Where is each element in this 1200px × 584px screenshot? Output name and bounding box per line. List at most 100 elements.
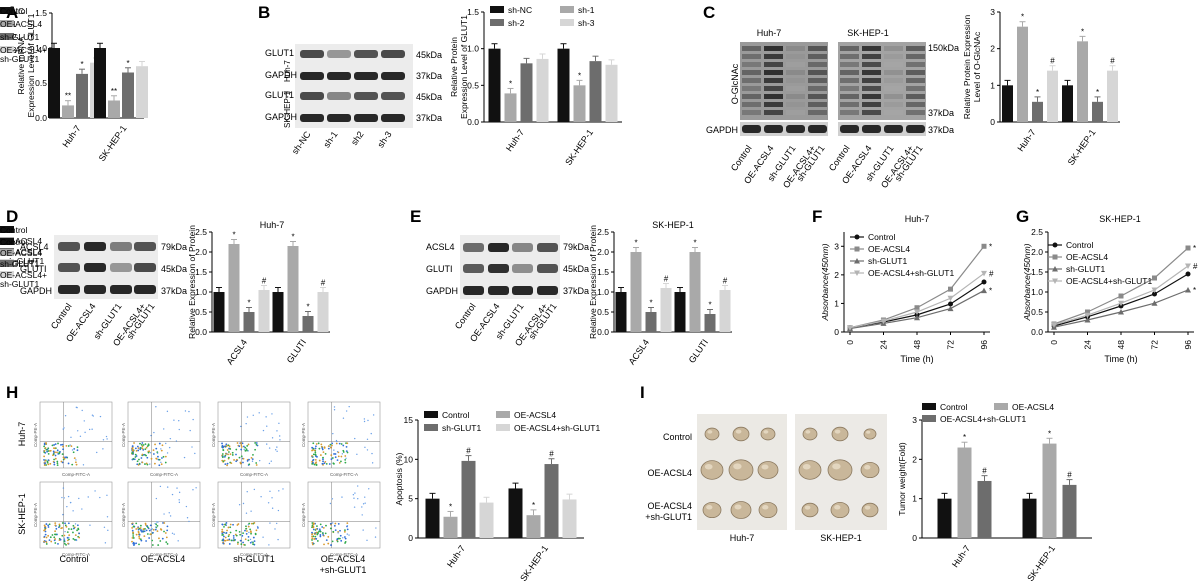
flow-event bbox=[96, 451, 98, 454]
data-point bbox=[1152, 275, 1157, 281]
flow-event bbox=[316, 540, 319, 542]
flow-event bbox=[46, 450, 48, 453]
flow-event bbox=[337, 537, 340, 540]
flow-event bbox=[324, 532, 327, 535]
blot-row-label: GAPDH bbox=[706, 125, 738, 135]
flow-event bbox=[257, 526, 259, 529]
flow-event bbox=[270, 460, 272, 462]
y-tick-label: 2.0 bbox=[597, 247, 609, 257]
flow-event bbox=[184, 410, 187, 412]
flow-event bbox=[255, 462, 258, 464]
flow-event bbox=[66, 505, 68, 508]
blot-band bbox=[488, 243, 509, 252]
flow-event bbox=[102, 439, 105, 441]
flow-event bbox=[67, 542, 69, 545]
flow-event bbox=[135, 455, 138, 457]
flow-event bbox=[255, 443, 258, 446]
significance-mark: # bbox=[664, 275, 669, 284]
flow-event bbox=[252, 543, 254, 546]
flow-event bbox=[314, 447, 317, 450]
blot-row-label: GLUTI bbox=[426, 264, 453, 274]
significance-mark: * bbox=[291, 233, 294, 242]
flow-event bbox=[245, 532, 248, 535]
flow-event bbox=[164, 461, 167, 464]
panelC-blot: Huh-7 SK-HEP-1 O-GlcNAc GAPDH 150kDa 37k… bbox=[706, 28, 959, 190]
flow-event bbox=[249, 541, 252, 544]
blot-size-label: 79kDa bbox=[563, 242, 589, 252]
tumor-highlight bbox=[704, 463, 713, 470]
legend-label: Control bbox=[442, 410, 470, 420]
flow-event bbox=[231, 454, 234, 456]
flow-event bbox=[137, 447, 140, 450]
flow-event bbox=[62, 448, 64, 451]
significance-mark: # bbox=[1110, 57, 1115, 66]
blot-band bbox=[58, 242, 80, 251]
blot-row-label: ACSL4 bbox=[426, 242, 455, 252]
flow-event bbox=[278, 435, 281, 437]
flow-event bbox=[316, 525, 318, 528]
y-tick-label: 1.5 bbox=[1031, 267, 1043, 277]
flow-event bbox=[148, 537, 151, 539]
flow-event bbox=[344, 458, 347, 461]
flow-event bbox=[239, 461, 242, 464]
tumor-col-label: Huh-7 bbox=[730, 533, 755, 543]
flow-event bbox=[242, 457, 245, 460]
flow-event bbox=[332, 530, 335, 533]
blot-band bbox=[906, 125, 925, 133]
flow-event bbox=[325, 524, 327, 527]
flow-event bbox=[242, 461, 244, 464]
flow-event bbox=[221, 453, 224, 455]
flow-event bbox=[246, 530, 248, 532]
flow-event bbox=[370, 432, 372, 435]
chart-title: SK-HEP-1 bbox=[1099, 214, 1141, 224]
flow-event bbox=[341, 496, 343, 498]
flow-event bbox=[154, 528, 157, 531]
flow-event bbox=[143, 530, 146, 533]
flow-event bbox=[354, 492, 356, 494]
significance-mark: * bbox=[989, 242, 992, 251]
tumor-sample bbox=[802, 427, 818, 441]
flow-event bbox=[178, 428, 180, 431]
blot-smear-band bbox=[840, 70, 859, 75]
flow-event bbox=[242, 502, 245, 505]
flow-event bbox=[254, 442, 257, 444]
flow-event bbox=[353, 497, 355, 499]
blot-smear-band bbox=[742, 62, 761, 67]
y-axis-label: Relative mRNA bbox=[16, 36, 26, 94]
flow-event bbox=[183, 456, 186, 459]
flow-col-label: +sh-GLUT1 bbox=[320, 565, 367, 575]
blot-smear-band bbox=[808, 54, 827, 59]
flow-event bbox=[58, 523, 61, 526]
flow-event bbox=[331, 457, 334, 459]
panelF-chart: 0 1 2 3 0 24 48 72 96 Time (h) Absorbance(450nm) Hu… bbox=[820, 214, 994, 364]
significance-mark: * bbox=[1096, 88, 1099, 97]
flow-event bbox=[362, 529, 364, 531]
blot-size-label: 37kDa bbox=[928, 125, 954, 135]
data-point bbox=[981, 243, 987, 249]
flow-event bbox=[226, 444, 228, 447]
bar bbox=[48, 48, 60, 118]
flow-event bbox=[47, 450, 50, 452]
flow-event bbox=[70, 445, 73, 448]
flow-event bbox=[271, 507, 274, 509]
flow-event bbox=[53, 444, 55, 446]
flow-event bbox=[135, 528, 138, 530]
legend-swatch bbox=[0, 7, 14, 14]
flow-event bbox=[166, 525, 169, 528]
blot-gapdh-huh7 bbox=[740, 122, 828, 136]
blot-smear-band bbox=[884, 110, 903, 115]
blot-bands bbox=[300, 50, 405, 122]
bar bbox=[1062, 85, 1073, 122]
flow-event bbox=[344, 537, 347, 540]
data-point bbox=[948, 301, 953, 307]
y-tick-label: 1 bbox=[834, 298, 839, 308]
flow-event bbox=[173, 419, 175, 421]
flow-event bbox=[43, 445, 45, 448]
flow-event bbox=[63, 427, 65, 429]
blot-smear-band bbox=[840, 46, 859, 51]
flow-axis-y: Comp-PE-A bbox=[211, 423, 216, 447]
y-axis-label: Relative Protein Expression bbox=[962, 15, 972, 120]
flow-event bbox=[78, 532, 81, 535]
legend-label: OE-ACSL4 bbox=[0, 247, 42, 257]
flow-event bbox=[49, 450, 51, 452]
